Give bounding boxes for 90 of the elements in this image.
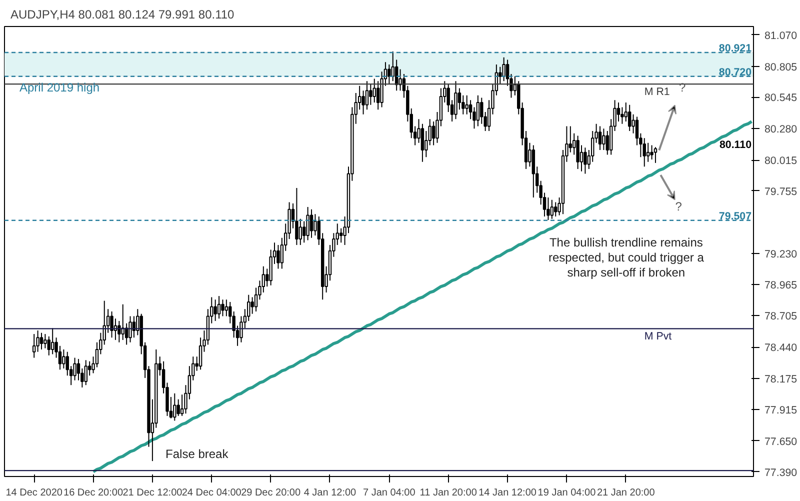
x-tick-label: 14 Dec 2020 — [6, 488, 63, 498]
candlestick — [372, 78, 376, 103]
candlestick — [262, 266, 266, 293]
candlestick — [295, 187, 298, 246]
candlestick — [576, 135, 580, 170]
candlestick — [650, 144, 654, 160]
ref-line-label: 79.507 — [718, 210, 752, 222]
candlestick — [362, 90, 365, 115]
chart-title: AUDJPY,H4 80.081 80.124 79.991 80.110 — [10, 8, 235, 22]
candlestick — [44, 334, 47, 349]
annotation: ? — [675, 200, 682, 214]
candlestick — [310, 208, 314, 238]
candlestick — [250, 296, 254, 314]
y-tick-label: 77.650 — [764, 436, 798, 448]
candlestick — [646, 142, 650, 162]
candlestick — [602, 128, 606, 150]
candlestick — [502, 56, 506, 82]
candlestick — [388, 64, 391, 84]
candlestick — [128, 316, 132, 343]
candlestick — [476, 94, 480, 127]
x-tick-label: 16 Dec 20:00 — [64, 488, 124, 498]
candlestick — [398, 68, 402, 92]
y-tick-label: 79.755 — [764, 186, 798, 198]
y-tick-label: 78.175 — [764, 374, 798, 386]
candlestick — [465, 94, 468, 115]
y-tick-label: 78.965 — [764, 280, 798, 292]
x-tick-label: 7 Jan 04:00 — [363, 488, 416, 498]
candlestick — [314, 214, 317, 236]
y-tick-label: 78.440 — [764, 342, 798, 354]
candlestick — [276, 244, 280, 270]
candlestick — [550, 199, 554, 220]
annotation: April 2019 high — [19, 80, 100, 94]
x-tick-label: 29 Dec 20:00 — [241, 488, 301, 498]
y-tick-label: 80.805 — [764, 61, 798, 74]
candlestick — [454, 80, 458, 120]
x-tick-label: 19 Jan 04:00 — [538, 488, 596, 498]
candlestick — [32, 334, 36, 358]
x-tick-label: 14 Jan 12:00 — [478, 488, 537, 498]
candlestick — [221, 299, 224, 317]
ref-line-label: M R1 — [644, 86, 670, 98]
candlestick — [306, 206, 310, 241]
candlestick — [217, 296, 221, 320]
line-series — [92, 120, 754, 474]
candlestick — [84, 360, 88, 386]
x-tick-label: 4 Jan 12:00 — [304, 488, 357, 498]
ref-line-label: M Pvt — [644, 330, 672, 343]
candlestick — [568, 126, 572, 153]
candlestick — [298, 218, 302, 246]
candlestick — [546, 196, 550, 221]
ref-line-label: 80.720 — [718, 66, 752, 78]
annotation: The bullish trendline remains respected, but could trigger a sharp sell-off if broken — [548, 236, 704, 280]
y-tick-label: 77.915 — [764, 404, 798, 416]
candlestick — [50, 328, 54, 355]
candlestick — [554, 202, 558, 217]
x-tick-label: 24 Dec 04:00 — [182, 488, 242, 498]
candlestick — [224, 299, 228, 317]
candlestick — [73, 357, 76, 381]
y-tick-label: 79.230 — [764, 248, 798, 260]
candlestick — [628, 104, 632, 132]
annotation: False break — [166, 447, 230, 461]
candlestick — [654, 146, 658, 164]
x-tick-label: 21 Jan 20:00 — [596, 488, 656, 498]
candlestick — [369, 82, 372, 106]
y-tick-label: 78.705 — [764, 310, 798, 323]
candlestick — [176, 398, 180, 416]
candlestick — [110, 310, 114, 338]
candlestick — [598, 126, 602, 150]
ref-line-label: 80.921 — [718, 42, 752, 55]
candlestick — [432, 120, 436, 146]
candlestick — [214, 299, 217, 322]
candlestick — [532, 144, 536, 198]
candlestick — [376, 80, 380, 110]
candlestick — [420, 123, 424, 162]
y-tick-label: 80.545 — [764, 92, 798, 104]
candlestick — [584, 147, 587, 174]
annotation: 80.110 — [719, 138, 752, 151]
candlestick — [365, 80, 369, 110]
y-tick-label: 80.280 — [764, 124, 798, 136]
x-tick-label: 21 Dec 12:00 — [122, 488, 183, 498]
candlestick — [642, 138, 646, 168]
annotation: ? — [679, 80, 686, 94]
candlestick — [40, 332, 44, 350]
y-tick-label: 77.390 — [764, 466, 798, 479]
candlestick — [339, 228, 343, 244]
candlestick — [173, 392, 176, 422]
y-tick-label: 81.070 — [764, 30, 798, 42]
candlestick — [620, 106, 624, 124]
y-tick-label: 80.015 — [764, 155, 798, 168]
x-tick-label: 11 Jan 20:00 — [420, 488, 478, 498]
candlestick — [62, 348, 66, 369]
